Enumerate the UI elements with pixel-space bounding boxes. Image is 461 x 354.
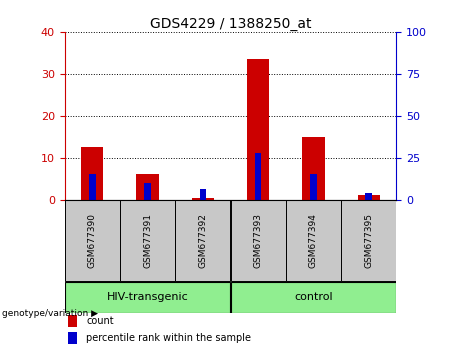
FancyBboxPatch shape <box>65 282 230 313</box>
FancyBboxPatch shape <box>342 200 396 281</box>
Text: GSM677394: GSM677394 <box>309 213 318 268</box>
FancyBboxPatch shape <box>231 200 285 281</box>
Bar <box>89 175 95 200</box>
Bar <box>136 175 159 200</box>
Text: genotype/variation ▶: genotype/variation ▶ <box>2 309 98 318</box>
Bar <box>68 332 77 344</box>
Text: GSM677391: GSM677391 <box>143 213 152 268</box>
Bar <box>366 193 372 200</box>
FancyBboxPatch shape <box>286 200 341 281</box>
Bar <box>310 175 317 200</box>
Title: GDS4229 / 1388250_at: GDS4229 / 1388250_at <box>150 17 311 31</box>
Bar <box>358 195 380 200</box>
Text: GSM677395: GSM677395 <box>364 213 373 268</box>
Text: HIV-transgenic: HIV-transgenic <box>106 292 189 302</box>
Text: percentile rank within the sample: percentile rank within the sample <box>86 333 251 343</box>
Bar <box>81 147 103 200</box>
FancyBboxPatch shape <box>231 282 396 313</box>
FancyBboxPatch shape <box>65 200 119 281</box>
Text: control: control <box>294 292 333 302</box>
FancyBboxPatch shape <box>176 200 230 281</box>
Bar <box>302 137 325 200</box>
Bar <box>144 183 151 200</box>
FancyBboxPatch shape <box>120 200 175 281</box>
Text: GSM677393: GSM677393 <box>254 213 263 268</box>
Text: count: count <box>86 316 114 326</box>
Bar <box>68 315 77 327</box>
Text: GSM677390: GSM677390 <box>88 213 97 268</box>
Bar <box>192 198 214 200</box>
Text: GSM677392: GSM677392 <box>198 213 207 268</box>
Bar <box>255 153 261 200</box>
Bar <box>200 189 206 200</box>
Bar <box>247 59 269 200</box>
